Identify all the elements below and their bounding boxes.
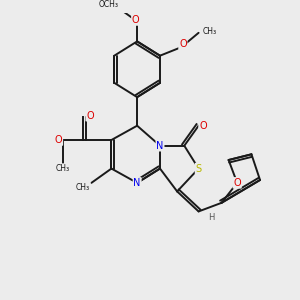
Text: O: O xyxy=(233,178,241,188)
Text: O: O xyxy=(86,111,94,121)
Text: O: O xyxy=(55,135,62,145)
Text: O: O xyxy=(179,39,187,49)
Text: CH₃: CH₃ xyxy=(56,164,70,173)
Text: H: H xyxy=(208,213,214,222)
Text: O: O xyxy=(132,15,140,25)
Text: CH₃: CH₃ xyxy=(76,183,90,192)
Text: CH₃: CH₃ xyxy=(203,27,217,36)
Text: N: N xyxy=(156,141,164,151)
Text: O: O xyxy=(199,121,207,131)
Text: S: S xyxy=(196,164,202,174)
Text: N: N xyxy=(134,178,141,188)
Text: OCH₃: OCH₃ xyxy=(99,0,118,9)
